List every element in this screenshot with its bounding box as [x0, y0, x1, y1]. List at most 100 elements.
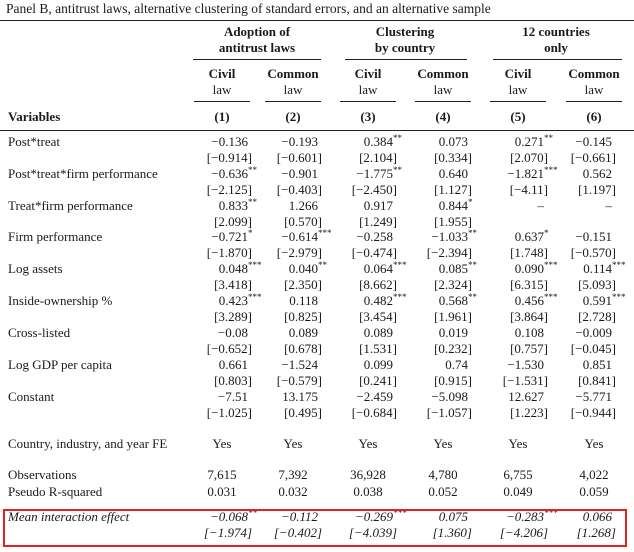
observations-value: 4,022 — [579, 467, 609, 482]
group-header-line1: Clustering — [375, 24, 435, 39]
column-underline — [415, 101, 471, 102]
mean-interaction-label: Mean interaction effect — [8, 509, 130, 524]
coefficient-cell-value: 0.482 — [363, 293, 393, 308]
coefficient-cell-value: 0.271 — [514, 134, 544, 149]
coefficient-cell-value: 13.175 — [282, 389, 318, 404]
group-header-line2: by country — [374, 40, 436, 55]
column-underline — [194, 101, 250, 102]
coefficient-cell: −7.51 — [162, 390, 272, 404]
fe-value: Yes — [584, 436, 604, 451]
t-stat-cell: [−0.601] — [276, 150, 322, 165]
column-subheader-line1: Civil — [354, 66, 382, 81]
t-stat-cell: [−1.057] — [426, 405, 472, 420]
mie-coefficient-cell-stars: *** — [544, 508, 558, 518]
coefficient-cell: −1.530 — [458, 358, 568, 372]
t-stat-cell: [1.127] — [434, 182, 472, 197]
column-subheader-line1: Civil — [208, 66, 236, 81]
coefficient-cell: −5.771 — [526, 390, 634, 404]
coefficient-cell-value: 0.108 — [514, 325, 544, 340]
variables-header: Variables — [8, 109, 61, 124]
coefficient-cell: −2.459 — [307, 390, 417, 404]
coefficient-cell: 0.090*** — [458, 261, 568, 276]
coefficient-cell: −0.614*** — [232, 229, 342, 244]
t-stat-cell: [−0.944] — [570, 405, 616, 420]
coefficient-cell-stars: * — [544, 228, 549, 238]
coefficient-cell: – — [458, 199, 568, 213]
t-stat-cell: [1.955] — [434, 214, 472, 229]
variable-label: Post*treat*firm performance — [8, 166, 158, 181]
t-stat-cell: [1.748] — [510, 245, 548, 260]
coefficient-cell-stars: *** — [248, 292, 262, 302]
coefficient-cell: −1.775** — [307, 166, 417, 181]
pseudo-r2-value: 0.049 — [503, 484, 533, 499]
highlight-box — [3, 509, 627, 547]
coefficient-cell: 0.271** — [458, 134, 568, 149]
t-stat-cell: [−0.474] — [351, 245, 397, 260]
pseudo-r2-label: Pseudo R-squared — [8, 484, 103, 499]
t-stat-cell: [0.232] — [434, 341, 472, 356]
t-stat-cell: [0.841] — [578, 373, 616, 388]
pseudo-r2-value: 0.038 — [353, 484, 383, 499]
coefficient-cell-value: −1.775 — [356, 166, 393, 181]
coefficient-cell-value: 0.851 — [582, 357, 612, 372]
coefficient-cell: 0.073 — [382, 135, 492, 149]
coefficient-cell-value: −0.614 — [281, 229, 318, 244]
column-subheader-line1: Common — [267, 66, 319, 81]
coefficient-cell-value: 0.099 — [363, 357, 393, 372]
coefficient-cell: −0.009 — [526, 326, 634, 340]
t-stat-cell: [0.825] — [284, 309, 322, 324]
t-stat-cell: [2.350] — [284, 277, 322, 292]
t-stat-cell: [−2.394] — [426, 245, 472, 260]
mie-coefficient-cell: 0.075 — [382, 510, 492, 524]
t-stat-cell: [−2.450] — [351, 182, 397, 197]
observations-value: 36,928 — [350, 467, 386, 482]
column-subheader-line2: law — [358, 82, 378, 97]
coefficient-cell-value: 0.064 — [363, 261, 393, 276]
t-stat-cell: [6.315] — [510, 277, 548, 292]
group-underline — [493, 59, 622, 60]
coefficient-cell: 0.640 — [382, 167, 492, 181]
coefficient-cell-stars: *** — [393, 260, 407, 270]
pseudo-r2-value: 0.052 — [428, 484, 458, 499]
fe-value: Yes — [212, 436, 232, 451]
coefficient-cell: 0.040** — [232, 261, 342, 276]
group-underline — [193, 59, 321, 60]
column-number: (5) — [510, 109, 526, 124]
mie-coefficient-cell-value: 0.066 — [582, 509, 612, 524]
mie-coefficient-cell: 0.066 — [526, 510, 634, 524]
variable-label: Log GDP per capita — [8, 357, 112, 372]
coefficient-cell-stars: ** — [468, 260, 477, 270]
pseudo-r2-value: 0.031 — [207, 484, 237, 499]
coefficient-cell-value: 0.089 — [288, 325, 318, 340]
group-header-line2: antitrust laws — [218, 40, 296, 55]
coefficient-cell-stars: *** — [393, 292, 407, 302]
coefficient-cell-value: −2.459 — [356, 389, 393, 404]
t-stat-cell: [−0.570] — [570, 245, 616, 260]
t-stat-cell: [0.570] — [284, 214, 322, 229]
coefficient-cell: 0.637* — [458, 228, 568, 244]
t-stat-cell: [1.531] — [359, 341, 397, 356]
fe-label: Country, industry, and year FE — [8, 436, 168, 451]
coefficient-cell-value: −0.721 — [211, 229, 248, 244]
coefficient-cell-value: 0.423 — [218, 293, 248, 308]
pseudo-r2-value: 0.059 — [579, 484, 609, 499]
column-subheader-line1: Common — [417, 66, 469, 81]
coefficient-cell-value: −7.51 — [217, 389, 248, 404]
variable-label: Log assets — [8, 261, 63, 276]
coefficient-cell-value: 0.073 — [438, 134, 468, 149]
coefficient-cell: 0.482*** — [307, 292, 417, 308]
t-stat-cell: [1.223] — [510, 405, 548, 420]
t-stat-cell: [0.757] — [510, 341, 548, 356]
coefficient-cell: 0.089 — [307, 326, 417, 340]
coefficient-cell: 0.099 — [307, 358, 417, 372]
group-header-line1: 12 countries — [522, 24, 590, 39]
coefficient-cell-value: −5.098 — [431, 389, 468, 404]
observations-value: 6,755 — [503, 467, 533, 482]
t-stat-cell: [0.241] — [359, 373, 397, 388]
t-stat-cell: [3.418] — [214, 277, 252, 292]
t-stat-cell: [0.678] — [284, 341, 322, 356]
column-underline — [490, 101, 546, 102]
column-subheader-line1: Common — [568, 66, 620, 81]
coefficient-cell-stars: ** — [468, 228, 477, 238]
coefficient-cell-value: 0.089 — [363, 325, 393, 340]
